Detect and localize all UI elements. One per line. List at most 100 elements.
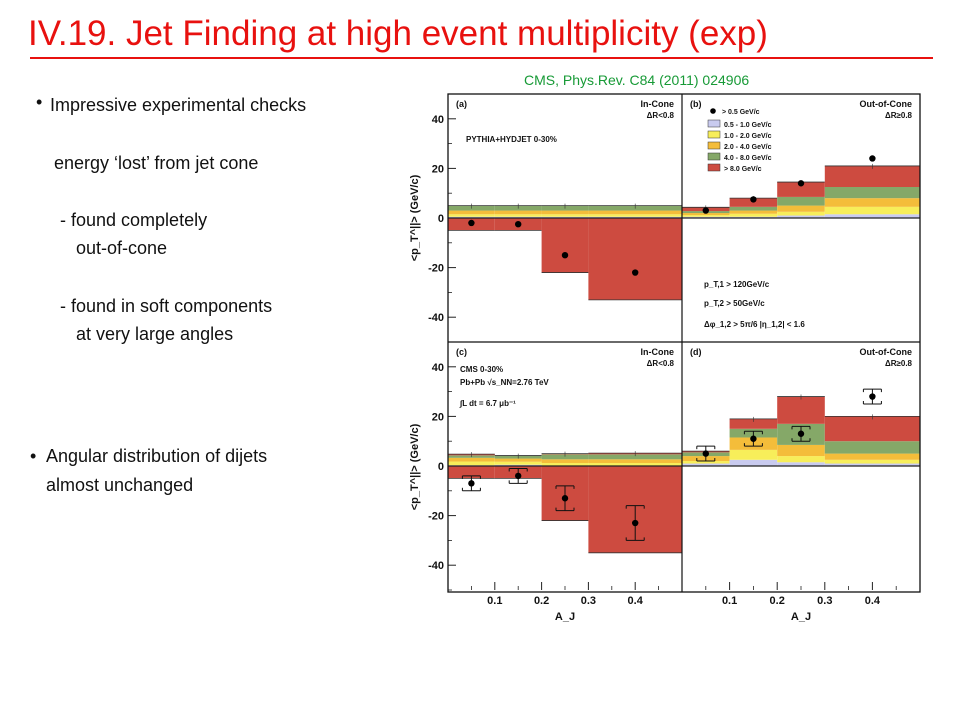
histogram-bar bbox=[494, 210, 542, 215]
legend-marker bbox=[710, 108, 716, 114]
histogram-bar bbox=[588, 454, 682, 460]
y-axis-title: <p_T^||> (GeV/c) bbox=[409, 174, 421, 261]
histogram-bar bbox=[494, 214, 542, 217]
text-line: at very large angles bbox=[76, 324, 234, 344]
histogram-bar bbox=[824, 198, 920, 207]
histogram-bar bbox=[729, 213, 778, 217]
legend-swatch bbox=[707, 152, 721, 161]
x-axis-title: A_J bbox=[555, 611, 575, 623]
histogram-bar bbox=[494, 461, 542, 465]
jet-figure: (a) In-Cone ΔR<0.8 40 20 0 -20 -40 (b) Out-of-Con… bbox=[409, 93, 921, 623]
histogram-bar bbox=[777, 205, 825, 212]
histogram-bar bbox=[729, 449, 778, 460]
x-tick-label: 0.3 bbox=[817, 595, 832, 607]
panel-region-label: Out-of-Cone bbox=[860, 347, 912, 357]
histogram-bar bbox=[448, 214, 495, 217]
panel-label: (a) bbox=[456, 99, 467, 109]
text-line: energy ‘lost’ from jet cone bbox=[54, 153, 259, 173]
panel-region-label: In-Cone bbox=[641, 347, 675, 357]
bullet-icon: • bbox=[30, 446, 37, 466]
histogram-bar bbox=[824, 165, 920, 187]
data-point bbox=[561, 495, 569, 502]
data-point bbox=[515, 472, 522, 480]
histogram-bar bbox=[494, 464, 542, 466]
y-tick-label: 20 bbox=[432, 411, 444, 423]
x-tick-label: 0.2 bbox=[770, 595, 785, 607]
histogram-bar bbox=[588, 216, 682, 218]
figure-frame bbox=[447, 93, 921, 593]
data-point bbox=[468, 480, 475, 487]
histogram-bar bbox=[448, 210, 495, 215]
legend-label: > 0.5 GeV/c bbox=[722, 109, 760, 116]
histogram-bar bbox=[541, 454, 589, 460]
panel-a bbox=[448, 93, 682, 343]
histogram-bar bbox=[824, 453, 920, 460]
histogram-bar bbox=[729, 216, 778, 218]
panel-label: (c) bbox=[456, 347, 467, 357]
citation: CMS, Phys.Rev. C84 (2011) 024906 bbox=[524, 72, 750, 88]
panel-b bbox=[682, 155, 920, 219]
legend-label: 4.0 - 8.0 GeV/c bbox=[724, 155, 772, 162]
data-point bbox=[750, 196, 757, 203]
histogram-bar bbox=[588, 218, 682, 300]
panel-annotation: Pb+Pb √s_NN=2.76 TeV bbox=[460, 378, 549, 387]
text-line: almost unchanged bbox=[46, 475, 194, 495]
histogram-bar bbox=[682, 461, 730, 464]
panel-annotation: p_T,1 > 120GeV/c bbox=[704, 280, 770, 289]
text-line: - found completely bbox=[60, 210, 208, 230]
histogram-bar bbox=[448, 466, 495, 479]
histogram-bar bbox=[588, 463, 682, 466]
histogram-bar bbox=[824, 416, 920, 442]
legend-label: 2.0 - 4.0 GeV/c bbox=[724, 144, 772, 151]
histogram-bar bbox=[541, 463, 589, 466]
y-axis-title: <p_T^||> (GeV/c) bbox=[409, 423, 421, 510]
data-point bbox=[702, 207, 709, 214]
histogram-bar bbox=[448, 457, 495, 462]
histogram-bar bbox=[541, 214, 589, 217]
x-tick-label: 0.1 bbox=[722, 595, 737, 607]
panel-region-label: Out-of-Cone bbox=[860, 99, 912, 109]
histogram-bar bbox=[448, 216, 495, 218]
legend-label: > 8.0 GeV/c bbox=[724, 166, 762, 173]
data-point bbox=[468, 219, 475, 227]
histogram-bar bbox=[541, 210, 589, 215]
histogram-bar bbox=[777, 182, 825, 197]
histogram-bar bbox=[494, 216, 542, 218]
slide-title: IV.19. Jet Finding at high event multipl… bbox=[28, 14, 768, 53]
y-tick-label: 40 bbox=[432, 362, 444, 374]
x-axis-title: A_J bbox=[791, 611, 811, 623]
data-point bbox=[515, 221, 522, 228]
text-line: out-of-cone bbox=[76, 238, 168, 258]
histogram-bar bbox=[777, 196, 825, 206]
histogram-bar bbox=[448, 461, 495, 466]
x-tick-label: 0.2 bbox=[534, 595, 549, 607]
x-tick-label: 0.4 bbox=[628, 595, 644, 607]
data-point bbox=[869, 155, 876, 162]
legend-label: 1.0 - 2.0 GeV/c bbox=[724, 133, 772, 140]
histogram-bar bbox=[682, 216, 730, 218]
histogram-bar bbox=[777, 211, 825, 216]
data-point bbox=[632, 269, 639, 276]
panel-annotation: p_T,2 > 50GeV/c bbox=[704, 299, 765, 308]
y-tick-label: 40 bbox=[432, 114, 444, 126]
panel-cut-label: ΔR≥0.8 bbox=[885, 359, 913, 368]
data-point bbox=[869, 393, 876, 400]
panel-annotation: ∫L dt = 6.7 μb⁻¹ bbox=[459, 399, 516, 408]
y-tick-label: -20 bbox=[428, 511, 444, 523]
legend-swatch bbox=[707, 163, 721, 172]
panel-cut-label: ΔR<0.8 bbox=[647, 359, 675, 368]
text-line: - found in soft components bbox=[60, 296, 273, 316]
histogram-bar bbox=[824, 187, 920, 199]
data-point bbox=[561, 252, 569, 259]
data-point bbox=[750, 435, 757, 442]
histogram-bar bbox=[824, 441, 920, 454]
legend-swatch bbox=[707, 130, 721, 139]
histogram-bar bbox=[541, 216, 589, 218]
histogram-bar bbox=[824, 463, 920, 466]
legend-swatch bbox=[707, 141, 721, 150]
histogram-bar bbox=[729, 459, 778, 466]
histogram-bar bbox=[777, 396, 825, 424]
panel-d bbox=[682, 388, 920, 590]
y-tick-label: -40 bbox=[428, 312, 444, 324]
histogram-bar bbox=[777, 456, 825, 463]
